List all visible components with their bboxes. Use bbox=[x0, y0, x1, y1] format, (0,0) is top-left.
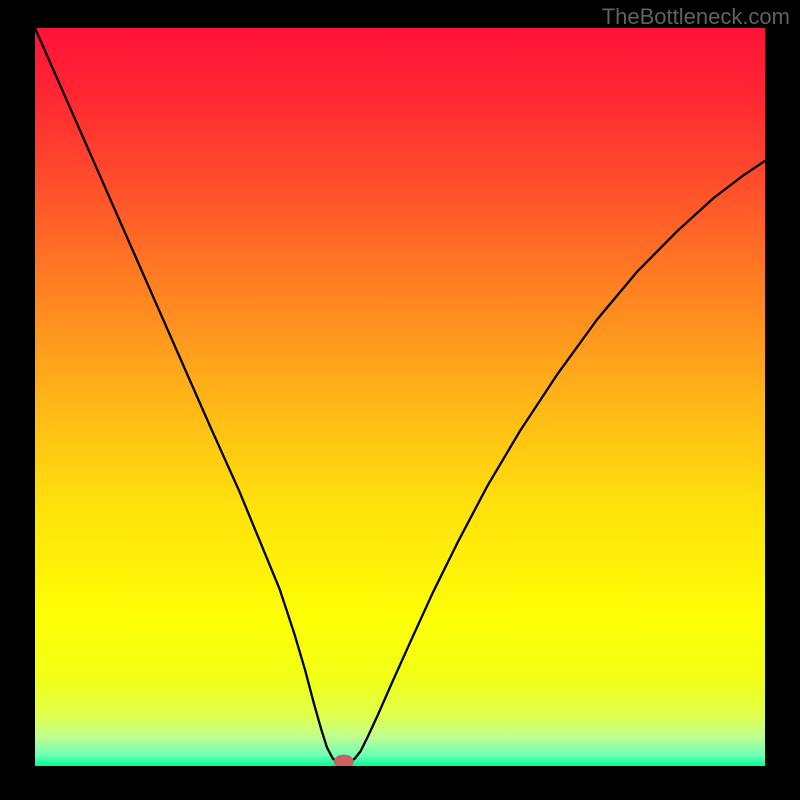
gradient-background bbox=[35, 28, 765, 766]
chart-svg bbox=[35, 28, 765, 766]
watermark-text: TheBottleneck.com bbox=[602, 4, 790, 30]
plot-area bbox=[35, 28, 765, 766]
chart-container: TheBottleneck.com bbox=[0, 0, 800, 800]
